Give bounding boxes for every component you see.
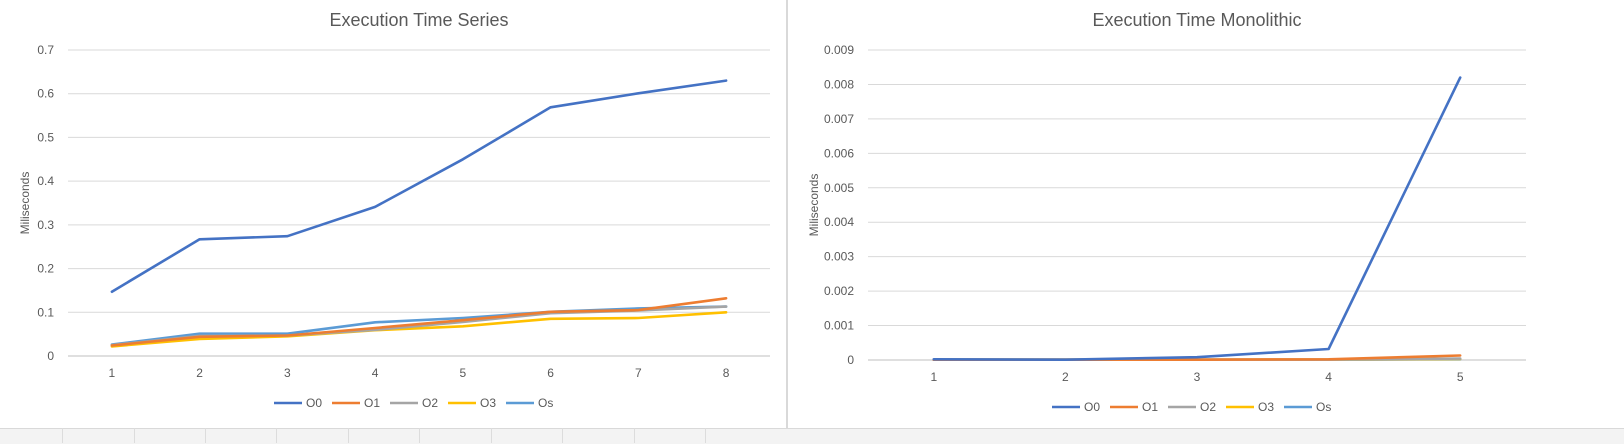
x-tick-label: 3 <box>1194 370 1201 384</box>
execution-time-monolithic-chart: Execution Time Monolithic 0 0.001 0.002 0.00… <box>790 0 1624 430</box>
y-tick-label: 0.7 <box>37 43 54 57</box>
y-tick-label: 0.008 <box>824 77 854 91</box>
y-tick-label: 0.006 <box>824 146 854 160</box>
execution-time-series-chart: Execution Time Series 0 0.1 0.2 0.3 0.4 0.5 0.6… <box>0 0 786 430</box>
y-tick-label: 0 <box>847 353 854 367</box>
legend-label-o1: O1 <box>1142 400 1158 414</box>
legend-label-o1: O1 <box>364 396 380 410</box>
x-tick-label: 1 <box>930 370 937 384</box>
x-tick-label: 8 <box>723 366 730 380</box>
chart-title: Execution Time Series <box>329 10 508 30</box>
legend-label-os: Os <box>538 396 553 410</box>
x-tick-label: 3 <box>284 366 291 380</box>
legend-label-o2: O2 <box>422 396 438 410</box>
y-tick-label: 0.005 <box>824 181 854 195</box>
x-tick-label: 5 <box>1457 370 1464 384</box>
y-axis-label: Miliseconds <box>18 172 32 235</box>
x-tick-label: 1 <box>109 366 116 380</box>
chart-title: Execution Time Monolithic <box>1092 10 1301 30</box>
sheet-column-divider <box>276 428 277 443</box>
legend-label-os: Os <box>1316 400 1331 414</box>
sheet-column-divider <box>562 428 563 443</box>
legend-label-o2: O2 <box>1200 400 1216 414</box>
sheet-column-divider <box>62 428 63 443</box>
y-tick-label: 0.2 <box>37 262 54 276</box>
series-line-o0 <box>112 81 726 292</box>
x-tick-label: 7 <box>635 366 642 380</box>
y-tick-label: 0.3 <box>37 218 54 232</box>
x-tick-label: 4 <box>372 366 379 380</box>
legend-label-o3: O3 <box>480 396 496 410</box>
x-tick-label: 5 <box>460 366 467 380</box>
y-axis-label: Miliseconds <box>807 174 821 237</box>
sheet-column-divider <box>205 428 206 443</box>
sheet-column-divider <box>348 428 349 443</box>
x-tick-label: 2 <box>196 366 203 380</box>
y-tick-label: 0.5 <box>37 130 54 144</box>
y-tick-label: 0.6 <box>37 87 54 101</box>
series-line-o3 <box>112 312 726 346</box>
y-tick-label: 0.001 <box>824 319 854 333</box>
legend-label-o0: O0 <box>306 396 322 410</box>
sheet-column-divider <box>491 428 492 443</box>
legend-label-o3: O3 <box>1258 400 1274 414</box>
x-tick-label: 6 <box>547 366 554 380</box>
x-tick-label: 4 <box>1325 370 1332 384</box>
y-tick-label: 0.1 <box>37 305 54 319</box>
legend-label-o0: O0 <box>1084 400 1100 414</box>
sheet-column-divider <box>419 428 420 443</box>
sheet-column-divider <box>634 428 635 443</box>
sheet-column-divider <box>705 428 706 443</box>
execution-time-monolithic-svg: Execution Time Monolithic 0 0.001 0.002 0.00… <box>790 0 1624 430</box>
y-tick-label: 0.003 <box>824 250 854 264</box>
y-tick-label: 0.004 <box>824 215 854 229</box>
execution-time-series-svg: Execution Time Series 0 0.1 0.2 0.3 0.4 0.5 0.6… <box>0 0 786 430</box>
y-tick-label: 0.002 <box>824 284 854 298</box>
sheet-column-divider <box>134 428 135 443</box>
series-line-o0 <box>934 78 1460 360</box>
y-tick-label: 0.4 <box>37 174 54 188</box>
chart-divider <box>786 0 788 430</box>
x-tick-label: 2 <box>1062 370 1069 384</box>
sheet-bottom-strip <box>0 428 1624 444</box>
y-tick-label: 0.009 <box>824 43 854 57</box>
y-tick-label: 0 <box>47 349 54 363</box>
y-tick-label: 0.007 <box>824 112 854 126</box>
